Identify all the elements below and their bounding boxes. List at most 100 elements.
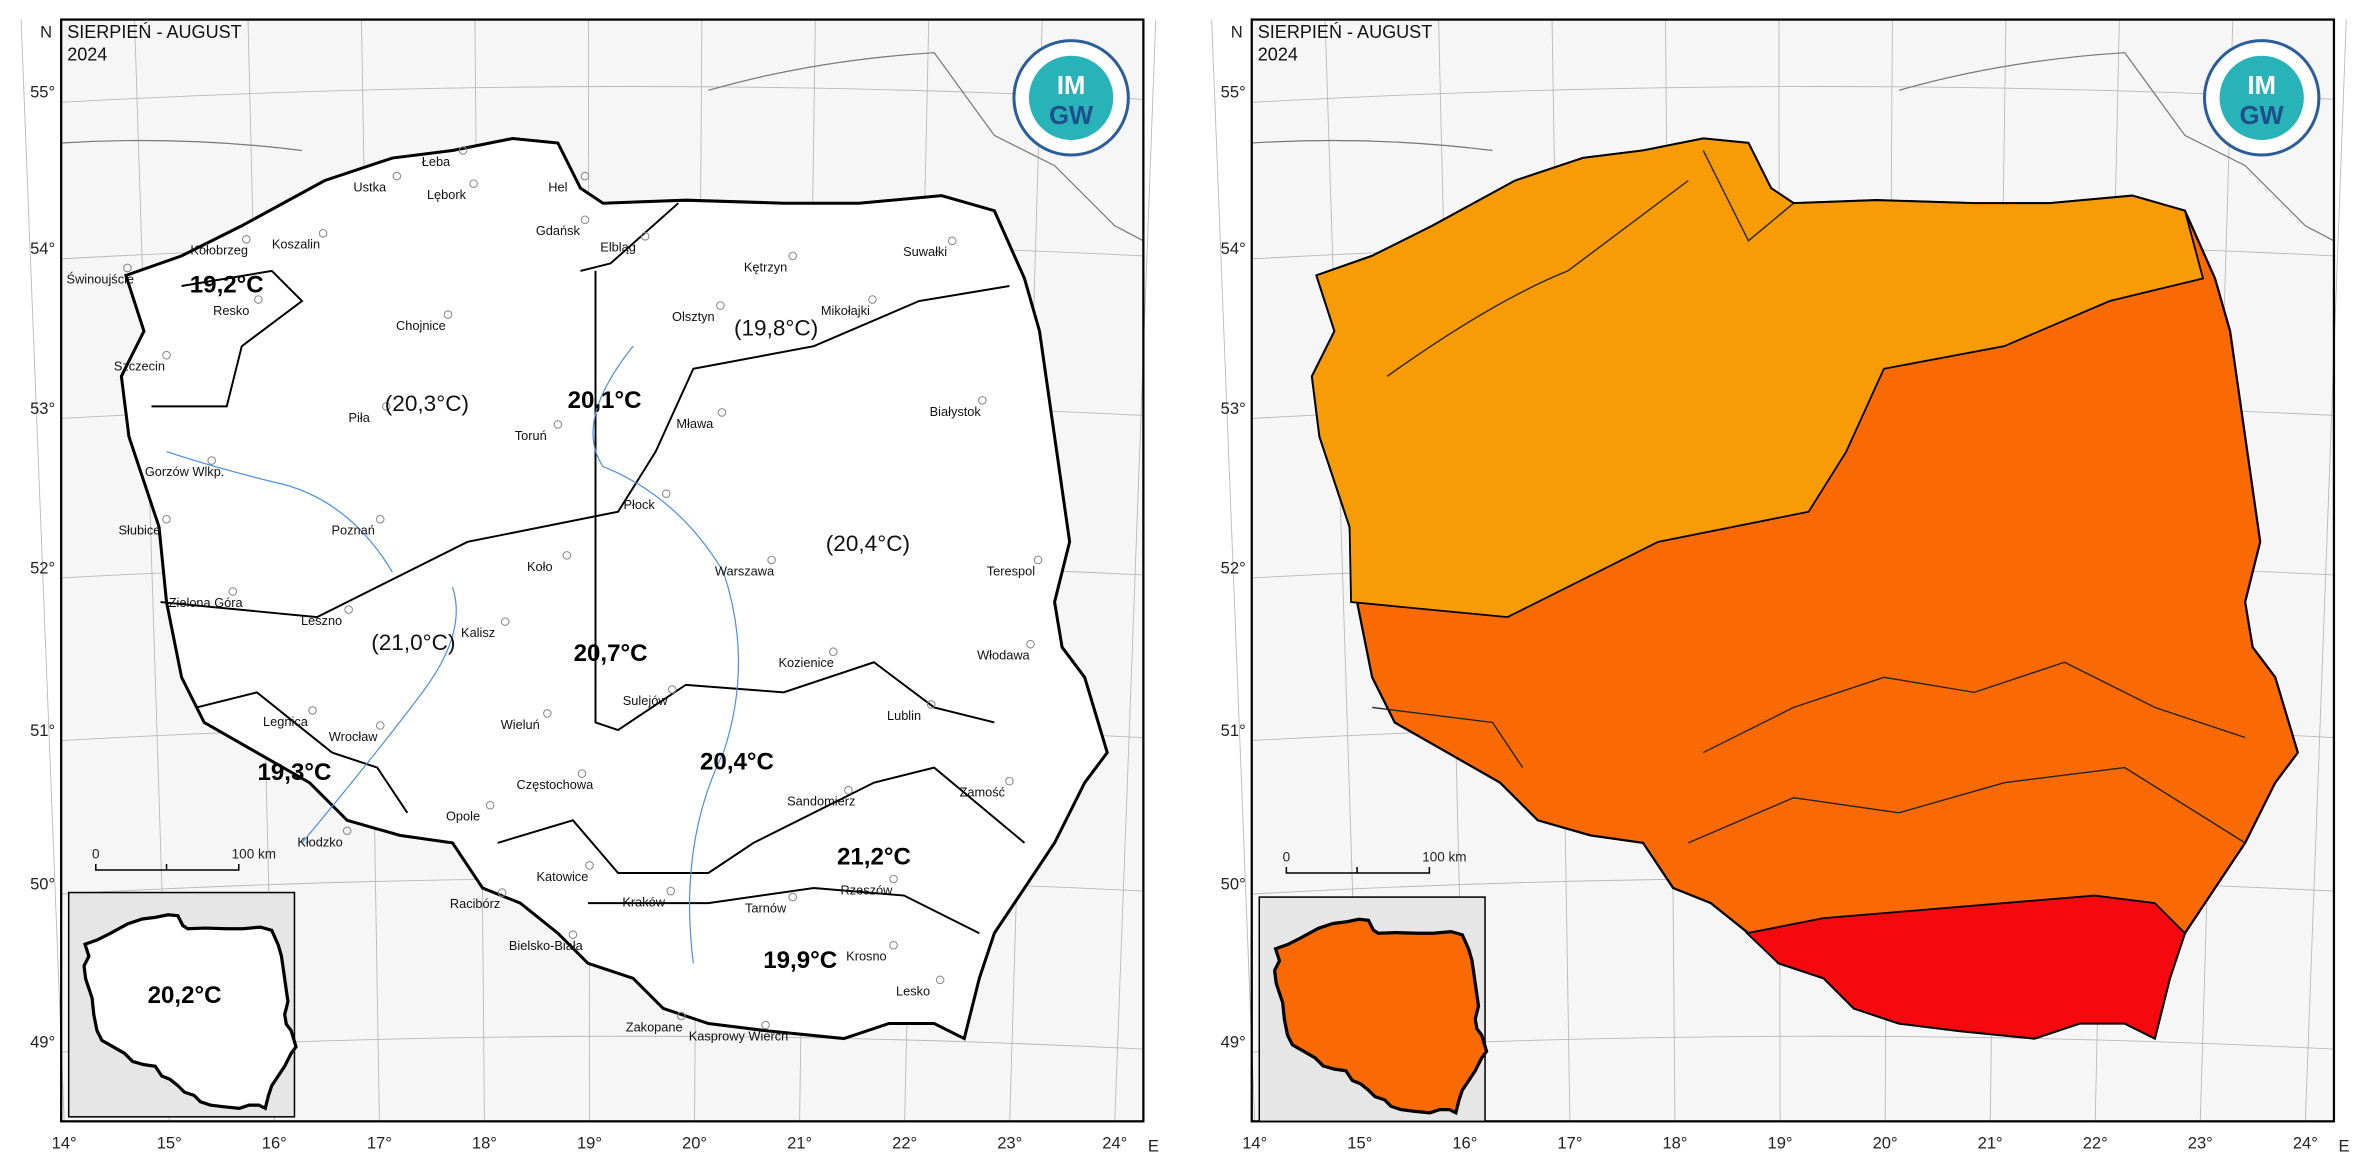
graticule — [20, 19, 65, 1122]
scale-label: 0 — [1283, 850, 1291, 865]
lon-label: 15° — [1347, 1133, 1372, 1152]
city-marker — [666, 886, 676, 896]
lat-label: 53° — [30, 399, 55, 418]
map-year: 2024 — [1258, 44, 1298, 64]
city-label: Lębork — [427, 187, 467, 202]
lon-label: 23° — [2188, 1133, 2213, 1152]
city-marker — [375, 514, 385, 524]
city-marker — [392, 171, 402, 181]
city-marker — [788, 892, 797, 902]
region-boundary — [151, 202, 1026, 935]
city-marker — [1033, 555, 1043, 565]
city-marker — [543, 709, 552, 718]
city-label: Warszawa — [715, 563, 775, 578]
lat-label: 52° — [1221, 558, 1246, 577]
region-temperature: (20,3°C) — [385, 391, 469, 416]
lon-label: 21° — [787, 1133, 812, 1152]
lon-label: 23° — [997, 1133, 1022, 1152]
city-label: Toruń — [515, 428, 547, 443]
city-label: Wieluń — [501, 717, 540, 732]
city-label: Katowice — [536, 869, 588, 884]
lon-label: 18° — [1662, 1133, 1687, 1152]
city-label: Krosno — [846, 949, 887, 964]
lat-label: 51° — [1221, 721, 1246, 740]
city-marker — [677, 1011, 686, 1021]
map-frame — [60, 18, 1145, 1123]
city-marker — [868, 295, 877, 304]
city-label: Piła — [349, 410, 371, 425]
graticule — [1114, 19, 1157, 1122]
city-marker — [1026, 639, 1035, 649]
region-temperature: (21,0°C) — [371, 630, 455, 655]
graticule — [1211, 19, 1256, 1122]
lon-label: 20° — [682, 1133, 707, 1152]
region-temperature: 19,9°C — [763, 947, 837, 974]
map-year: 2024 — [67, 44, 107, 64]
logo-text: IM — [1057, 72, 1085, 100]
city-marker — [485, 800, 495, 810]
city-label: Szczecin — [114, 359, 165, 374]
region-temperature: 19,2°C — [190, 271, 264, 298]
coastline — [61, 52, 1144, 242]
city-label: Kalisz — [461, 625, 495, 640]
region-temperature: (19,8°C) — [734, 316, 818, 341]
city-marker — [580, 171, 590, 181]
north-label: N — [1231, 22, 1243, 41]
lat-label: 54° — [1221, 239, 1246, 258]
lon-label: 16° — [262, 1133, 287, 1152]
city-label: Kołobrzeg — [190, 243, 248, 258]
city-label: Mława — [676, 416, 714, 431]
city-marker — [242, 235, 251, 244]
south-region — [1745, 894, 2186, 1040]
map-frame — [1250, 18, 2336, 1123]
city-marker — [500, 617, 510, 626]
city-marker — [381, 402, 391, 411]
lon-label: 22° — [2083, 1133, 2108, 1152]
city-label: Kasprowy Wierch — [689, 1028, 788, 1043]
lon-label: 22° — [892, 1133, 917, 1152]
city-label: Wrocław — [329, 729, 379, 744]
lat-label: 49° — [1221, 1032, 1246, 1051]
scale-label: 0 — [92, 846, 100, 861]
city-label: Płock — [624, 497, 656, 512]
lat-label: 50° — [30, 874, 55, 893]
scale-bar — [95, 863, 240, 871]
logo-text: GW — [2240, 102, 2285, 130]
city-label: Zamość — [960, 785, 1006, 800]
lon-label: 17° — [1557, 1133, 1582, 1152]
city-label: Chojnice — [396, 318, 446, 333]
city-marker — [640, 232, 650, 241]
scale-label: 100 km — [232, 846, 276, 861]
city-marker — [1005, 776, 1014, 786]
city-marker — [162, 514, 171, 524]
graticule — [61, 86, 1144, 103]
city-marker — [207, 456, 216, 465]
inset-poland — [82, 913, 298, 1111]
city-marker — [318, 229, 328, 238]
city-marker — [342, 826, 352, 836]
city-marker — [308, 706, 317, 715]
lon-label: 16° — [1452, 1133, 1477, 1152]
city-marker — [375, 721, 385, 730]
city-marker — [926, 700, 936, 709]
city-marker — [568, 930, 578, 939]
city-label: Słubice — [118, 523, 160, 538]
region-boundary — [1372, 150, 2246, 844]
city-label: Kozienice — [779, 655, 834, 670]
city-label: Gorzów Wlkp. — [145, 464, 225, 479]
east-label: E — [1148, 1136, 1159, 1155]
graticule — [2304, 19, 2347, 1122]
city-label: Ustka — [353, 180, 387, 195]
city-marker — [761, 1020, 770, 1030]
lon-label: 24° — [2293, 1133, 2318, 1152]
city-label: Opole — [446, 809, 480, 824]
inset-poland — [1272, 917, 1489, 1116]
city-label: Bielsko-Biała — [509, 938, 584, 953]
city-label: Koszalin — [272, 237, 320, 252]
city-label: Mikołajki — [821, 303, 870, 318]
city-label: Sulejów — [623, 693, 669, 708]
map-title: SIERPIEŃ - AUGUST — [67, 22, 242, 42]
city-marker — [716, 301, 725, 310]
